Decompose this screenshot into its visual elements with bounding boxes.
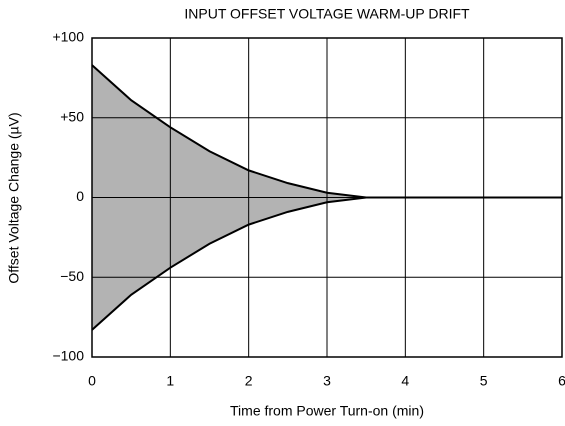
y-tick-label: +100 bbox=[52, 29, 84, 45]
y-tick-label: +50 bbox=[60, 108, 84, 124]
y-axis-label: Offset Voltage Change (µV) bbox=[6, 112, 22, 283]
x-tick-label: 5 bbox=[480, 373, 488, 389]
y-tick-label: 0 bbox=[76, 188, 84, 204]
area-fill bbox=[92, 65, 562, 198]
y-tick-label: −50 bbox=[60, 268, 84, 284]
chart-title: INPUT OFFSET VOLTAGE WARM-UP DRIFT bbox=[184, 6, 470, 22]
line bbox=[91, 196, 562, 331]
x-tick-label: 2 bbox=[245, 373, 253, 389]
x-tick-label: 6 bbox=[558, 373, 565, 389]
x-tick-label: 4 bbox=[401, 373, 409, 389]
x-axis-label: Time from Power Turn-on (min) bbox=[230, 403, 424, 419]
x-tick-label: 1 bbox=[166, 373, 174, 389]
area-fill bbox=[92, 197, 562, 330]
x-tick-label: 3 bbox=[323, 373, 331, 389]
y-tick-label: −100 bbox=[52, 348, 84, 364]
x-tick-label: 0 bbox=[88, 373, 96, 389]
